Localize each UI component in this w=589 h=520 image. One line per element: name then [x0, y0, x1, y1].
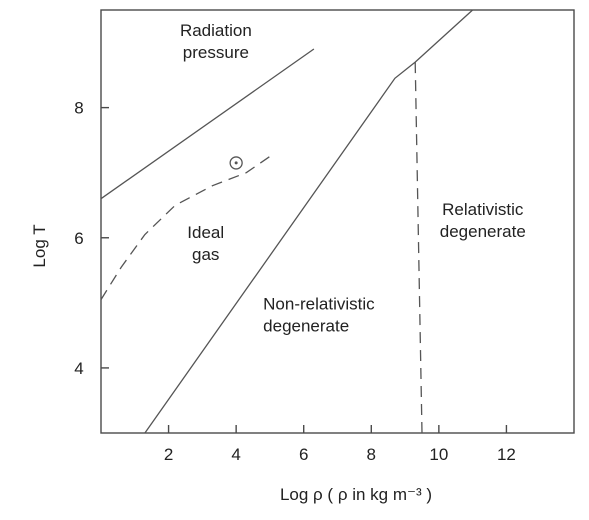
region-label-nonrel: Non-relativistic [263, 294, 375, 313]
series-layer [100, 9, 474, 434]
annotation-layer: Radiation pressure Ideal gas Non-relativisti… [180, 21, 526, 335]
axis-ticks: 2 4 6 8 10 12 4 6 8 [74, 99, 516, 464]
x-tick-label: 4 [231, 445, 240, 464]
sun-track-dashed-line [100, 155, 271, 300]
marker-layer [229, 156, 243, 170]
x-axis-label: Log ρ ( ρ in kg m⁻³ ) [280, 485, 432, 504]
plot-frame [100, 9, 575, 434]
y-tick-label: 6 [74, 229, 83, 248]
region-label-rel: Relativistic [442, 200, 524, 219]
y-tick-label: 8 [74, 99, 83, 118]
region-label-nonrel: degenerate [263, 316, 349, 335]
region-label-rel: degenerate [440, 222, 526, 241]
radiation-boundary-line [100, 48, 315, 200]
sun-ring [229, 156, 243, 170]
relativistic-boundary-dashed-line [414, 62, 423, 434]
region-label-ideal: gas [192, 245, 219, 264]
region-label-radiation: Radiation [180, 21, 252, 40]
x-tick-label: 10 [429, 445, 448, 464]
degeneracy-boundary-line [144, 9, 474, 434]
x-tick-label: 12 [497, 445, 516, 464]
x-tick-label: 6 [299, 445, 308, 464]
x-tick-label: 8 [367, 445, 376, 464]
y-axis-label: Log T [30, 224, 49, 267]
region-label-radiation: pressure [183, 43, 249, 62]
sun-dot [234, 161, 238, 165]
y-tick-label: 4 [74, 359, 83, 378]
sun-symbol [229, 156, 243, 170]
region-label-ideal: Ideal [187, 223, 224, 242]
x-tick-label: 2 [164, 445, 173, 464]
